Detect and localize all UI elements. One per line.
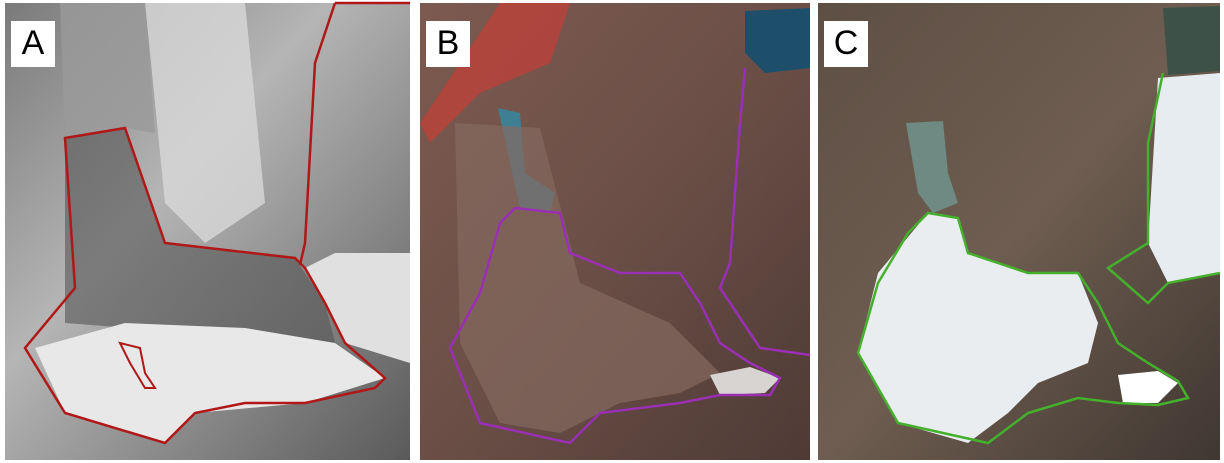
- glacier-outline: [448, 206, 782, 445]
- snow: [305, 253, 410, 363]
- panel-label: B: [437, 24, 460, 62]
- glacier-outline: [856, 211, 1190, 445]
- nunatak-outline: [118, 341, 157, 389]
- glacier-outline: [298, 1, 410, 266]
- label-box: [824, 21, 868, 67]
- snow: [1148, 73, 1220, 283]
- lake: [906, 121, 958, 213]
- glacier-outline: [718, 67, 811, 357]
- lake: [745, 8, 810, 73]
- label-box: [426, 21, 470, 67]
- vegetation: [420, 3, 570, 143]
- snow: [710, 367, 780, 395]
- label-box: [11, 21, 55, 67]
- glacier-outline: [23, 126, 387, 445]
- debris-ice: [65, 128, 335, 363]
- panel-b: B: [420, 3, 811, 460]
- snow: [858, 213, 1098, 443]
- valley: [60, 3, 155, 138]
- glacier-outline: [1105, 72, 1221, 305]
- ice: [145, 3, 265, 243]
- panel-c: C: [818, 3, 1221, 460]
- debris-ice: [455, 123, 720, 433]
- panel-label: C: [834, 24, 859, 62]
- panel-a: A: [5, 1, 410, 460]
- snow: [35, 323, 385, 443]
- lake: [1163, 6, 1220, 75]
- panel-label: A: [22, 24, 45, 62]
- snow: [1118, 371, 1178, 403]
